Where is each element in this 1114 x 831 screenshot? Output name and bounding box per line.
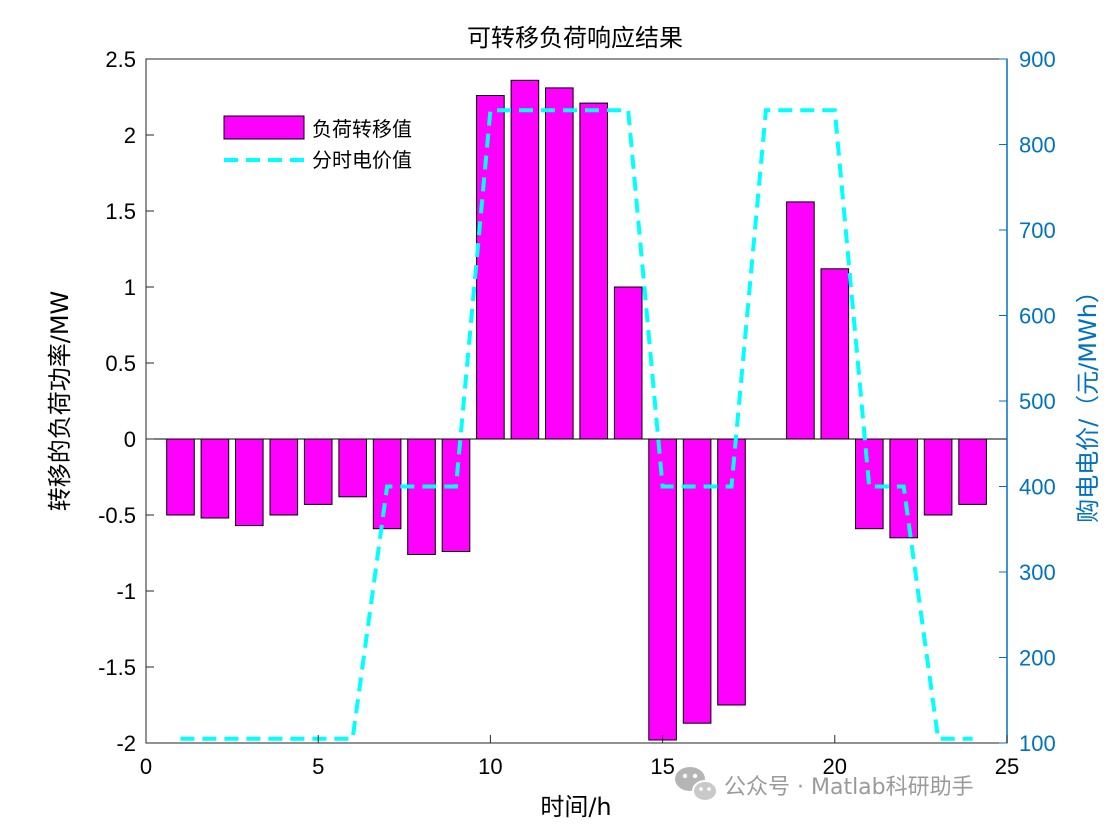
- bar-13: [579, 102, 609, 440]
- left-tick-label: 2: [124, 123, 136, 148]
- right-axis-label: 购电电价/（元/MWh）: [1074, 279, 1102, 523]
- x-tick-label: 5: [312, 754, 324, 779]
- bar-3: [235, 438, 264, 527]
- right-tick-label: 200: [1019, 646, 1056, 671]
- left-axis-ticks: -2 -1.5 -1 -0.5 0 0.5 1 1.5 2 2.5: [98, 47, 154, 756]
- legend: 负荷转移值 分时电价值: [214, 104, 442, 180]
- left-tick-label: 0.5: [105, 351, 136, 376]
- right-axis-ticks: 100 200 300 400 500 600 700 800 900: [999, 47, 1056, 756]
- bar-20: [820, 268, 850, 440]
- left-tick-label: 0: [124, 427, 136, 452]
- bar-19: [786, 201, 815, 440]
- wechat-icon: [675, 767, 718, 802]
- left-tick-label: 1.5: [105, 199, 136, 224]
- legend-bar-label: 负荷转移值: [312, 117, 412, 141]
- x-tick-label: 15: [650, 754, 674, 779]
- x-tick-label: 25: [995, 754, 1019, 779]
- x-tick-label: 0: [140, 754, 152, 779]
- right-tick-label: 100: [1019, 731, 1056, 756]
- legend-line-label: 分时电价值: [312, 148, 412, 172]
- price-line-series: [180, 108, 973, 741]
- bar-16: [682, 438, 712, 724]
- left-axis-label: 转移的负荷功率/MW: [46, 291, 74, 512]
- left-tick-label: -2: [116, 731, 136, 756]
- x-axis-label: 时间/h: [540, 793, 611, 821]
- left-tick-label: -0.5: [98, 503, 136, 528]
- bar-7: [372, 438, 402, 530]
- watermark-text: 公众号 · Matlab科研助手: [724, 775, 974, 800]
- bar-2: [200, 438, 230, 519]
- right-tick-label: 400: [1019, 475, 1056, 500]
- bar-8: [407, 438, 436, 555]
- bar-14: [613, 286, 643, 440]
- left-tick-label: -1.5: [98, 655, 136, 680]
- bar-6: [338, 438, 367, 498]
- right-tick-label: 600: [1019, 304, 1056, 329]
- bar-9: [441, 438, 471, 552]
- left-tick-label: -1: [116, 579, 136, 604]
- right-tick-label: 500: [1019, 389, 1056, 414]
- bar-4: [269, 438, 299, 516]
- bar-23: [923, 438, 953, 516]
- watermark: 公众号 · Matlab科研助手: [675, 767, 974, 802]
- bar-5: [303, 438, 333, 505]
- bar-series: [166, 79, 987, 741]
- right-tick-label: 900: [1019, 47, 1056, 72]
- legend-bar-swatch: [223, 115, 305, 140]
- right-tick-label: 700: [1019, 218, 1056, 243]
- bar-24: [958, 438, 987, 505]
- left-tick-label: 1: [124, 275, 136, 300]
- bar-15: [648, 438, 677, 741]
- x-tick-label: 10: [478, 754, 502, 779]
- left-tick-label: 2.5: [105, 47, 136, 72]
- x-axis-ticks: 0 5 10 15 20 25: [140, 735, 1019, 779]
- bar-10: [476, 95, 505, 440]
- chart-title: 可转移负荷响应结果: [467, 24, 683, 52]
- bar-12: [545, 87, 574, 440]
- right-tick-label: 800: [1019, 133, 1056, 158]
- price-line: [180, 108, 973, 741]
- right-tick-label: 300: [1019, 560, 1056, 585]
- x-tick-label: 20: [823, 754, 847, 779]
- bar-1: [166, 438, 195, 516]
- bar-11: [510, 79, 540, 440]
